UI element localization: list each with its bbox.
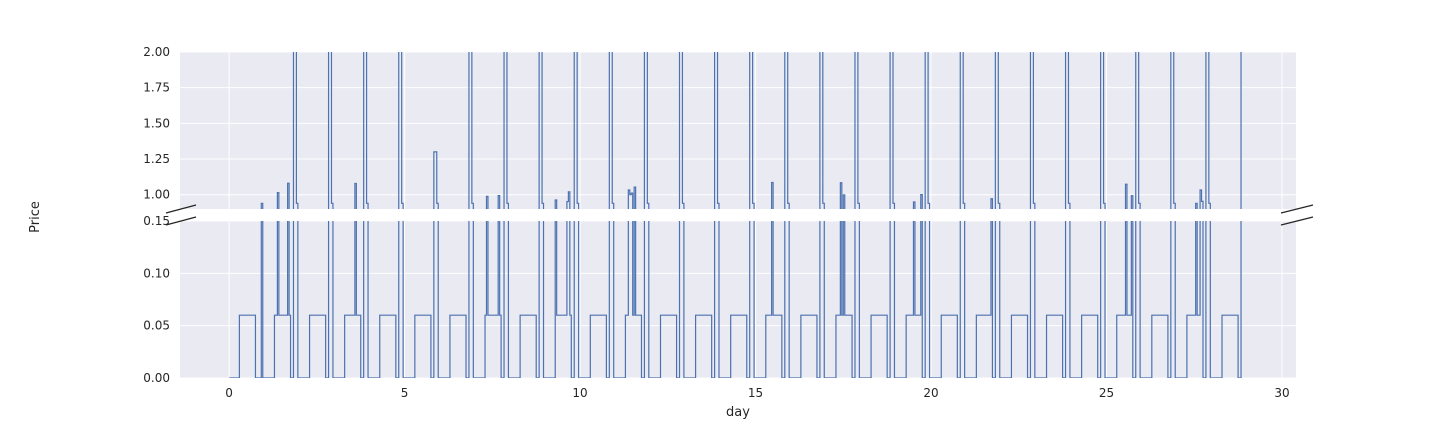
lower-y-tick-label: 0.10 — [143, 266, 170, 280]
axis-break-mark-upper-left — [165, 204, 197, 214]
lower-y-tick-label: 0.00 — [143, 371, 170, 385]
x-tick-label: 15 — [748, 386, 763, 400]
upper-y-tick-label: 1.25 — [143, 152, 170, 166]
x-tick-label: 20 — [923, 386, 938, 400]
upper-y-tick-label: 1.50 — [143, 116, 170, 130]
upper-y-tick-label: 2.00 — [143, 45, 170, 59]
axis-break-mark-lower-right — [1280, 216, 1314, 226]
lower-plot-area — [180, 221, 1296, 378]
x-tick-label: 25 — [1099, 386, 1114, 400]
axis-break-mark-upper-right — [1280, 204, 1314, 214]
x-tick-label: 10 — [572, 386, 587, 400]
axis-break-marks — [165, 204, 1314, 226]
y-axis-label: Price — [28, 201, 43, 233]
upper-plot-area — [180, 52, 1296, 209]
x-tick-label: 30 — [1274, 386, 1289, 400]
x-tick-label: 0 — [225, 386, 233, 400]
price-series-lower-line — [229, 221, 1242, 378]
axis-break-mark-lower-left — [165, 216, 197, 226]
x-axis-label: day — [726, 405, 750, 420]
price-series-upper-line — [260, 52, 1242, 209]
upper-y-tick-label: 1.00 — [143, 188, 170, 202]
lower-y-tick-label: 0.15 — [143, 214, 170, 228]
lower-grid — [180, 220, 1296, 379]
lower-y-tick-labels: 0.00 0.05 0.10 0.15 — [143, 214, 170, 385]
upper-y-tick-labels: 1.00 1.25 1.50 1.75 2.00 — [143, 45, 170, 202]
upper-y-tick-label: 1.75 — [143, 81, 170, 95]
x-tick-label: 5 — [401, 386, 409, 400]
x-tick-labels: 0 5 10 15 20 25 30 — [225, 386, 1289, 400]
lower-y-tick-label: 0.05 — [143, 319, 170, 333]
